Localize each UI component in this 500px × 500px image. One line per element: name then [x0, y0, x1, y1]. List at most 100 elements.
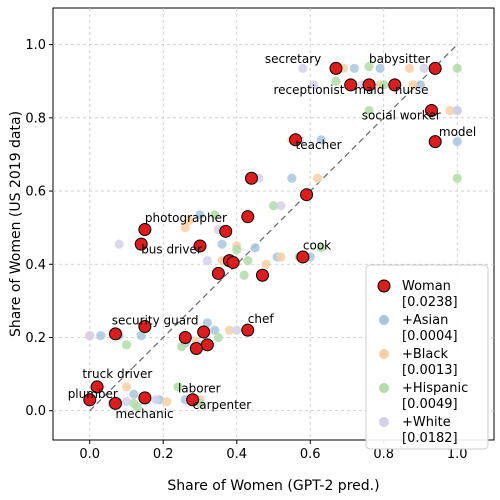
annotation-label: chef: [248, 312, 275, 326]
data-point: [428, 135, 442, 149]
data-point: [276, 201, 286, 211]
legend-marker: [377, 279, 391, 293]
y-axis-label: Share of Women (US 2019 data): [8, 111, 24, 337]
annotation-label: teacher: [296, 138, 342, 152]
data-point: [255, 268, 269, 282]
data-point: [232, 325, 242, 335]
data-point: [379, 80, 389, 90]
x-axis-label: Share of Women (GPT-2 pred.): [167, 478, 379, 494]
data-point: [364, 61, 374, 72]
legend-marker: [379, 383, 389, 393]
data-points: [83, 61, 462, 412]
data-point: [219, 224, 233, 238]
data-point: [250, 243, 260, 253]
data-point: [316, 243, 326, 253]
data-point: [226, 255, 240, 269]
annotation-label: nurse: [395, 83, 429, 97]
legend-box: [365, 264, 489, 450]
annotation-label: maid: [354, 83, 384, 97]
x-tick-label: 0.4: [226, 447, 247, 462]
data-point: [329, 61, 343, 75]
data-point: [85, 331, 95, 341]
x-tick-label: 0.0: [79, 447, 100, 462]
data-point: [177, 342, 187, 352]
legend-marker: [379, 417, 389, 427]
data-point: [200, 338, 214, 352]
annotation-label: cook: [303, 239, 331, 253]
data-point: [138, 320, 152, 334]
data-point: [193, 239, 207, 253]
data-point: [375, 63, 385, 74]
data-point: [83, 393, 97, 407]
annotation-label: babysitter: [369, 52, 430, 66]
annotation-label: mechanic: [115, 407, 173, 421]
legend-marker: [379, 315, 389, 325]
legend: Woman[0.0238] +Asian[0.0004] +Black[0.0013…: [365, 264, 489, 450]
legend-label: +Hispanic: [402, 381, 468, 396]
annotation-label: plumber: [68, 387, 118, 401]
legend-value: [0.0004]: [402, 329, 458, 344]
data-point: [134, 237, 148, 251]
legend-label: +Asian: [402, 313, 448, 328]
data-point: [331, 76, 341, 86]
legend-label: +White: [402, 415, 451, 430]
data-point: [213, 332, 223, 343]
data-point: [180, 223, 190, 233]
data-point: [136, 331, 146, 341]
y-tick-label: 0.2: [25, 331, 46, 346]
data-point: [96, 331, 106, 341]
annotation-label: model: [439, 125, 476, 139]
data-point: [268, 201, 279, 211]
data-point: [138, 222, 152, 236]
data-point: [90, 380, 104, 394]
data-point: [300, 188, 314, 202]
data-point: [419, 63, 429, 74]
legend-value: [0.0238]: [402, 295, 458, 310]
data-point: [241, 210, 255, 224]
x-tick-label: 1.0: [447, 447, 468, 462]
annotation-label: bus driver: [141, 242, 202, 256]
y-tick-label: 0.4: [25, 258, 46, 273]
data-point: [362, 78, 376, 92]
annotation-label: laborer: [178, 381, 221, 395]
annotation-label: receptionist: [274, 83, 345, 97]
x-tick-label: 0.2: [153, 447, 174, 462]
annotation-label: security guard: [112, 314, 199, 328]
data-point: [211, 266, 225, 280]
data-point: [202, 318, 212, 328]
data-point: [244, 171, 258, 185]
data-point: [388, 78, 402, 92]
series-black: [85, 63, 455, 407]
data-point: [344, 78, 358, 92]
data-point: [108, 396, 122, 410]
annotation-label: truck driver: [82, 367, 152, 381]
axis-ticks: 0.0 0.2 0.4 0.6 0.8 1.0 0.0 0.2 0.4 0.6 0.8 1.0: [25, 38, 467, 462]
data-point: [121, 382, 132, 392]
data-point: [184, 215, 194, 225]
y-tick-label: 0.0: [25, 404, 46, 419]
data-point: [195, 210, 205, 220]
data-point: [178, 330, 192, 344]
data-point: [108, 327, 122, 341]
data-point: [239, 270, 249, 280]
data-point: [186, 393, 200, 407]
data-point: [210, 210, 220, 220]
y-tick-label: 1.0: [25, 38, 46, 53]
x-tick-label: 0.8: [373, 447, 394, 462]
data-point: [364, 105, 374, 116]
data-point: [151, 395, 161, 405]
data-point: [261, 259, 271, 269]
data-point: [121, 396, 132, 407]
data-point: [452, 173, 462, 183]
data-point: [162, 396, 172, 407]
annotation-label: secretary: [265, 52, 321, 66]
data-point: [129, 398, 139, 408]
data-point: [224, 325, 234, 335]
annotation-label: social worker: [362, 109, 441, 123]
legend-label: Woman: [402, 279, 451, 294]
data-point: [452, 63, 462, 74]
x-tick-label: 0.6: [300, 447, 321, 462]
data-point: [173, 382, 183, 392]
data-point: [210, 325, 220, 335]
data-point: [129, 389, 139, 399]
